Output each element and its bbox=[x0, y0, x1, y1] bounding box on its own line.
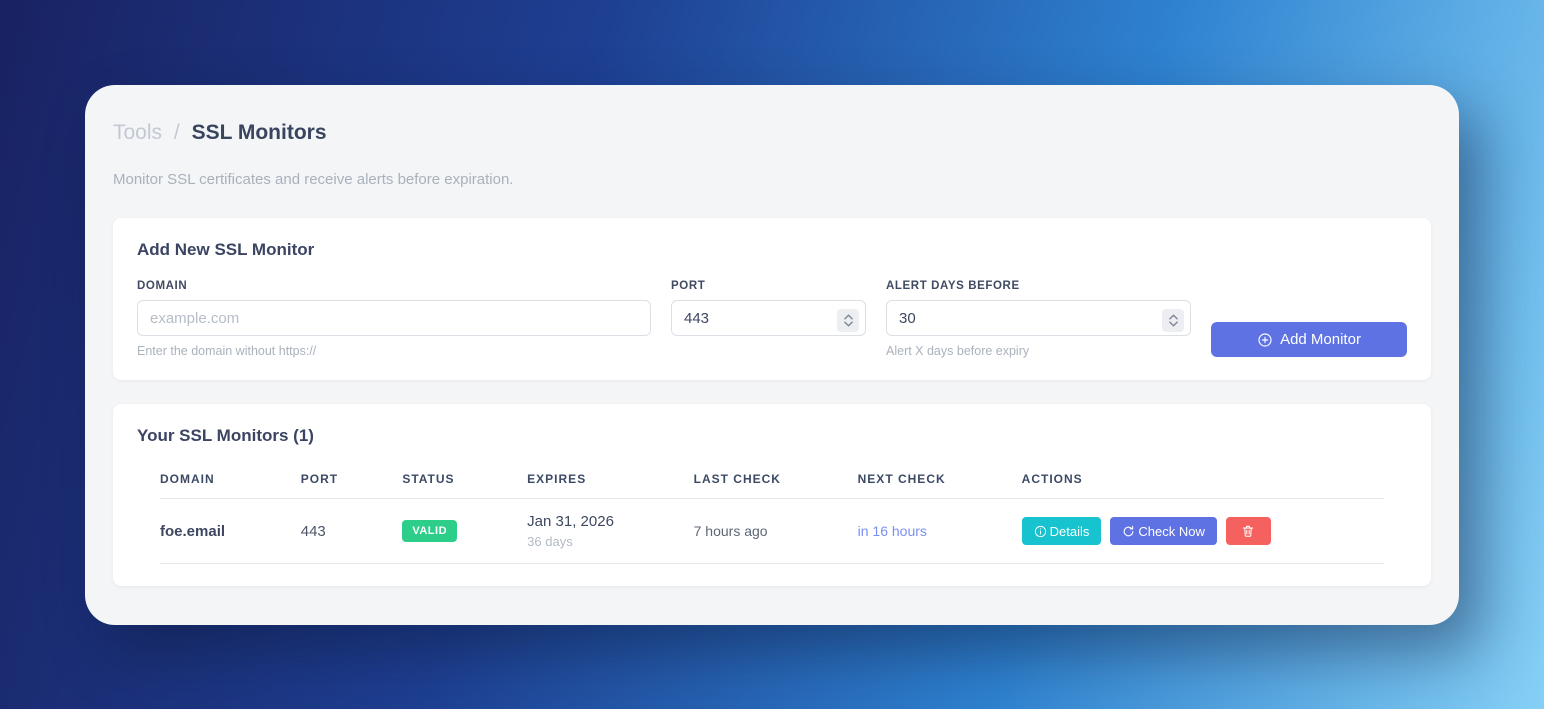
status-badge: VALID bbox=[402, 520, 458, 542]
table-header-row: DOMAIN PORT STATUS EXPIRES LAST CHECK NE… bbox=[160, 462, 1384, 499]
alert-days-field-group: ALERT DAYS BEFORE Alert X days before ex… bbox=[886, 280, 1191, 358]
submit-field-group: Add Monitor bbox=[1211, 280, 1407, 357]
details-button[interactable]: Details bbox=[1021, 517, 1102, 545]
col-header-next-check: NEXT CHECK bbox=[857, 462, 1022, 499]
port-input[interactable] bbox=[671, 300, 866, 336]
check-now-button-label: Check Now bbox=[1138, 523, 1205, 539]
col-header-port: PORT bbox=[300, 462, 403, 499]
domain-label: DOMAIN bbox=[137, 280, 188, 292]
row-actions: Details Check Now bbox=[1021, 517, 1384, 545]
chevron-down-icon bbox=[1168, 321, 1178, 327]
port-label: PORT bbox=[671, 280, 706, 292]
alert-days-help-text: Alert X days before expiry bbox=[886, 344, 1030, 358]
details-button-label: Details bbox=[1049, 523, 1090, 539]
col-header-status: STATUS bbox=[402, 462, 528, 499]
col-header-last-check: LAST CHECK bbox=[693, 462, 858, 499]
plus-circle-icon bbox=[1258, 333, 1272, 347]
last-check-value: 7 hours ago bbox=[693, 498, 858, 564]
col-header-domain: DOMAIN bbox=[160, 462, 301, 499]
chevron-up-icon bbox=[1168, 314, 1178, 320]
col-header-expires: EXPIRES bbox=[527, 462, 694, 499]
domain-input[interactable] bbox=[137, 300, 651, 336]
chevron-up-icon bbox=[843, 314, 853, 320]
next-check-value: in 16 hours bbox=[857, 498, 1022, 564]
expires-days-remaining: 36 days bbox=[527, 534, 573, 549]
trash-icon bbox=[1243, 525, 1254, 537]
alert-days-label: ALERT DAYS BEFORE bbox=[886, 280, 1020, 292]
page-title: SSL Monitors bbox=[191, 121, 327, 144]
monitors-table-wrap: DOMAIN PORT STATUS EXPIRES LAST CHECK NE… bbox=[160, 462, 1384, 564]
chevron-down-icon bbox=[843, 321, 853, 327]
col-header-actions: ACTIONS bbox=[1021, 462, 1384, 499]
monitor-port: 443 bbox=[300, 498, 403, 564]
info-circle-icon bbox=[1034, 525, 1046, 537]
add-monitor-panel: Add New SSL Monitor DOMAIN Enter the dom… bbox=[113, 218, 1431, 380]
delete-button[interactable] bbox=[1225, 517, 1271, 545]
expires-date: Jan 31, 2026 bbox=[527, 513, 614, 530]
domain-field-group: DOMAIN Enter the domain without https:// bbox=[137, 280, 651, 358]
monitor-domain: foe.email bbox=[160, 498, 301, 564]
main-card: Tools / SSL Monitors Monitor SSL certifi… bbox=[85, 85, 1459, 625]
table-row: foe.email 443 VALID Jan 31, 2026 36 days… bbox=[160, 498, 1384, 564]
breadcrumb-section[interactable]: Tools bbox=[113, 121, 163, 144]
add-monitor-title: Add New SSL Monitor bbox=[137, 240, 315, 259]
add-monitor-button[interactable]: Add Monitor bbox=[1211, 322, 1407, 357]
port-stepper[interactable] bbox=[837, 309, 859, 332]
refresh-icon bbox=[1124, 525, 1134, 536]
domain-help-text: Enter the domain without https:// bbox=[137, 344, 317, 358]
monitors-table: DOMAIN PORT STATUS EXPIRES LAST CHECK NE… bbox=[160, 462, 1384, 564]
breadcrumb: Tools / SSL Monitors bbox=[113, 121, 1431, 145]
alert-days-stepper[interactable] bbox=[1162, 309, 1184, 332]
monitors-title: Your SSL Monitors (1) bbox=[137, 426, 314, 445]
breadcrumb-separator: / bbox=[173, 121, 180, 144]
add-monitor-button-label: Add Monitor bbox=[1280, 331, 1361, 348]
check-now-button[interactable]: Check Now bbox=[1110, 517, 1217, 545]
page-subtitle: Monitor SSL certificates and receive ale… bbox=[113, 171, 514, 188]
alert-days-input[interactable] bbox=[886, 300, 1191, 336]
add-monitor-form: DOMAIN Enter the domain without https://… bbox=[137, 280, 1407, 358]
port-field-group: PORT bbox=[671, 280, 866, 336]
monitors-panel: Your SSL Monitors (1) DOMAIN PORT STATUS… bbox=[113, 404, 1431, 586]
